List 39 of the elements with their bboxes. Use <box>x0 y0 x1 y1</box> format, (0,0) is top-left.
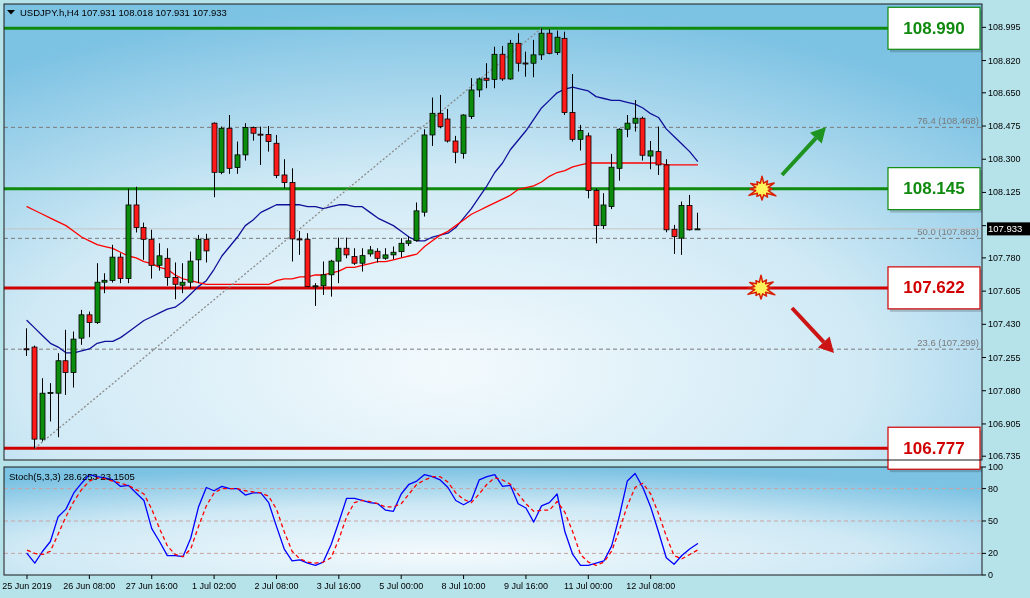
y-tick-label: 108.650 <box>988 87 1021 98</box>
ref-line-label: 108.145 <box>903 179 965 199</box>
x-tick-label: 11 Jul 00:00 <box>564 581 613 591</box>
x-tick-label: 3 Jul 16:00 <box>316 581 361 591</box>
ref-line-label: 108.990 <box>903 18 965 38</box>
x-tick-label: 1 Jul 02:00 <box>192 581 237 591</box>
y-tick-label: 100 <box>988 462 1004 472</box>
y-tick-label: 107.430 <box>988 319 1021 330</box>
y-tick-label: 106.905 <box>988 418 1021 429</box>
y-tick-label: 20 <box>988 548 999 559</box>
y-tick-label: 50 <box>988 516 999 526</box>
ref-line-label: 106.777 <box>903 438 965 458</box>
y-tick-label: 106.735 <box>988 451 1021 462</box>
ref-line-label: 50.0 (107.883) <box>917 226 979 238</box>
x-tick-label: 25 Jun 2019 <box>2 581 52 591</box>
line-series <box>26 86 699 354</box>
x-tick-label: 27 Jun 16:00 <box>125 581 178 591</box>
y-tick-label: 107.605 <box>988 286 1021 297</box>
x-tick-label: 9 Jul 16:00 <box>503 581 548 591</box>
y-tick-label: 108.300 <box>988 154 1021 165</box>
y-tick-label: 108.125 <box>988 187 1021 198</box>
ref-line-label: 76.4 (108.468) <box>917 115 979 127</box>
x-tick-label: 12 Jul 08:00 <box>626 581 676 591</box>
y-tick-label: 0 <box>988 570 994 580</box>
x-tick-label: 26 Jun 08:00 <box>63 581 116 591</box>
ref-line-label: 107.933 <box>988 223 1023 235</box>
ref-line-label: 107.622 <box>903 278 965 298</box>
ref-line-label: 23.6 (107.299) <box>917 337 979 349</box>
y-tick-label: 108.820 <box>988 55 1021 66</box>
y-tick-label: 107.255 <box>988 352 1021 363</box>
chart-title: USDJPY.h,H4 107.931 108.018 107.931 107.933 <box>20 7 227 18</box>
x-tick-label: 8 Jul 10:00 <box>441 581 486 591</box>
y-tick-label: 108.995 <box>988 22 1021 33</box>
y-tick-label: 108.475 <box>988 121 1021 132</box>
y-tick-label: 107.780 <box>988 252 1021 263</box>
x-tick-label: 2 Jul 08:00 <box>254 581 299 591</box>
y-tick-label: 80 <box>988 483 999 494</box>
x-tick-label: 5 Jul 00:00 <box>379 581 424 591</box>
y-tick-label: 107.080 <box>988 385 1021 396</box>
